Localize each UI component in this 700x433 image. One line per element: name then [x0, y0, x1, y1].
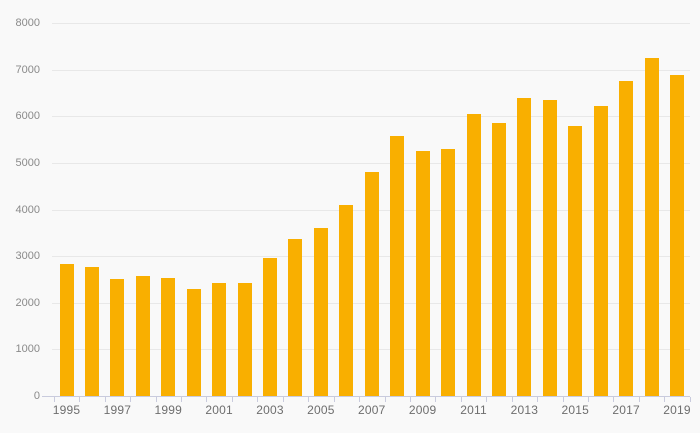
x-axis-tick: [562, 397, 564, 402]
bar[interactable]: [288, 238, 303, 396]
bar[interactable]: [542, 100, 557, 396]
x-axis-label: 1995: [52, 403, 81, 417]
x-axis-label: 2003: [256, 403, 284, 417]
bar[interactable]: [670, 75, 685, 396]
gridline: [52, 23, 690, 24]
bar[interactable]: [59, 263, 74, 396]
bar[interactable]: [390, 136, 405, 396]
bar[interactable]: [415, 151, 430, 396]
x-axis-tick: [435, 397, 437, 402]
x-axis-label: 1999: [154, 403, 182, 417]
y-axis-label: 5000: [15, 156, 40, 169]
x-axis-tick: [155, 397, 157, 402]
gridline: [52, 162, 690, 164]
bar[interactable]: [237, 282, 252, 396]
x-axis-tick: [333, 397, 335, 402]
x-axis-label: 1997: [103, 403, 132, 417]
bar[interactable]: [364, 171, 379, 396]
y-axis-label: 7000: [15, 63, 40, 76]
bar[interactable]: [441, 149, 456, 396]
x-axis-tick: [206, 397, 208, 402]
x-axis-tick: [79, 397, 81, 402]
y-axis-label: 3000: [15, 250, 40, 263]
x-axis-tick: [384, 397, 386, 402]
x-axis-tick: [486, 397, 488, 402]
bar[interactable]: [84, 267, 99, 396]
y-axis-label: 8000: [15, 17, 40, 29]
x-axis-tick: [588, 397, 590, 402]
x-axis-tick: [359, 397, 361, 402]
bar[interactable]: [110, 278, 125, 396]
bar[interactable]: [466, 114, 481, 396]
bar[interactable]: [313, 227, 328, 396]
x-axis-tick: [231, 397, 233, 402]
y-axis-label: 6000: [15, 110, 40, 123]
x-axis-tick: [664, 397, 666, 402]
x-axis-tick: [257, 397, 259, 402]
x-axis-line: [42, 396, 690, 397]
x-axis-tick: [537, 397, 539, 402]
x-axis-tick: [53, 397, 55, 402]
x-axis-tick: [409, 397, 411, 402]
x-axis-label: 2015: [561, 403, 590, 417]
x-axis-tick: [689, 397, 691, 402]
y-axis-label: 4000: [15, 203, 40, 216]
bar[interactable]: [644, 57, 659, 396]
bar[interactable]: [161, 278, 176, 396]
x-axis-label: 2013: [510, 403, 539, 417]
bar[interactable]: [263, 258, 278, 396]
x-axis-tick: [460, 397, 462, 402]
x-axis-tick: [130, 397, 132, 402]
bar[interactable]: [491, 122, 506, 396]
x-axis-label: 2011: [460, 403, 487, 417]
y-axis-label: 1000: [15, 343, 40, 356]
bar[interactable]: [212, 282, 227, 396]
y-axis-label: 0: [33, 390, 40, 402]
x-axis-tick: [308, 397, 310, 402]
x-axis-tick: [104, 397, 106, 402]
y-axis-label: 2000: [15, 296, 40, 309]
bar[interactable]: [186, 289, 201, 396]
x-axis-label: 2009: [408, 403, 437, 417]
x-axis-tick: [511, 397, 513, 402]
x-axis-tick: [181, 397, 182, 402]
bar[interactable]: [135, 276, 150, 396]
x-axis-label: 2005: [307, 403, 335, 417]
x-axis-label: 2001: [205, 403, 233, 417]
bar[interactable]: [593, 106, 608, 396]
x-axis-label: 2007: [358, 403, 386, 417]
x-axis-tick: [282, 397, 284, 402]
bar[interactable]: [517, 97, 532, 396]
x-axis-tick: [613, 397, 615, 402]
bar[interactable]: [339, 204, 354, 396]
bar[interactable]: [619, 80, 634, 396]
x-axis-tick: [638, 397, 640, 402]
gridline: [52, 116, 690, 118]
x-axis-label: 2019: [663, 403, 691, 417]
gridline: [52, 69, 690, 71]
x-axis-label: 2017: [612, 403, 640, 417]
bar[interactable]: [568, 126, 583, 396]
